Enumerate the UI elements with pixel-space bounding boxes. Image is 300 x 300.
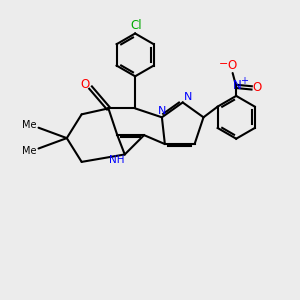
Text: Me: Me — [22, 120, 37, 130]
Text: N: N — [158, 106, 166, 116]
Text: N: N — [184, 92, 192, 102]
Text: Me: Me — [22, 146, 37, 156]
Text: −: − — [219, 58, 228, 68]
Text: N: N — [232, 79, 241, 92]
Text: O: O — [252, 81, 262, 94]
Text: +: + — [241, 76, 248, 86]
Text: O: O — [81, 77, 90, 91]
Text: Cl: Cl — [130, 19, 142, 32]
Text: O: O — [227, 59, 237, 72]
Text: NH: NH — [109, 155, 124, 165]
